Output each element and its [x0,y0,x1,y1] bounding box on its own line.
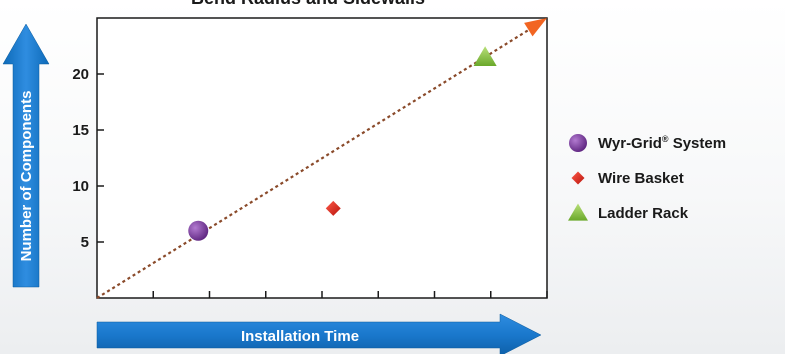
legend-marker [568,203,588,221]
legend-label: Wyr-Grid® System [598,134,726,152]
y-tick-label: 20 [72,66,89,83]
trendline-arrowhead [524,18,547,37]
data-point [325,200,341,216]
y-axis-arrow: Number of Components [2,23,50,288]
data-point [188,220,209,241]
x-axis-arrow: Installation Time [96,313,542,354]
y-axis-label: Number of Components [18,91,35,262]
legend: Wyr-Grid® System Wire Basket Ladder Rack [568,134,726,222]
legend-marker [571,171,585,185]
legend-label: Ladder Rack [598,205,689,222]
data-point [473,46,497,66]
legend-label: Wire Basket [598,170,684,187]
legend-marker [569,134,587,152]
y-tick-label: 15 [72,122,89,139]
data-points [188,46,497,241]
x-axis-label: Installation Time [241,328,359,345]
chart-title: Bend Radius and Sidewalls [191,0,425,8]
y-tick-label: 5 [81,234,89,251]
y-tick-label: 10 [72,178,89,195]
axis-ticks: 5 10 15 20 [72,66,548,298]
trendline-path [96,25,536,299]
trendline [96,18,547,299]
